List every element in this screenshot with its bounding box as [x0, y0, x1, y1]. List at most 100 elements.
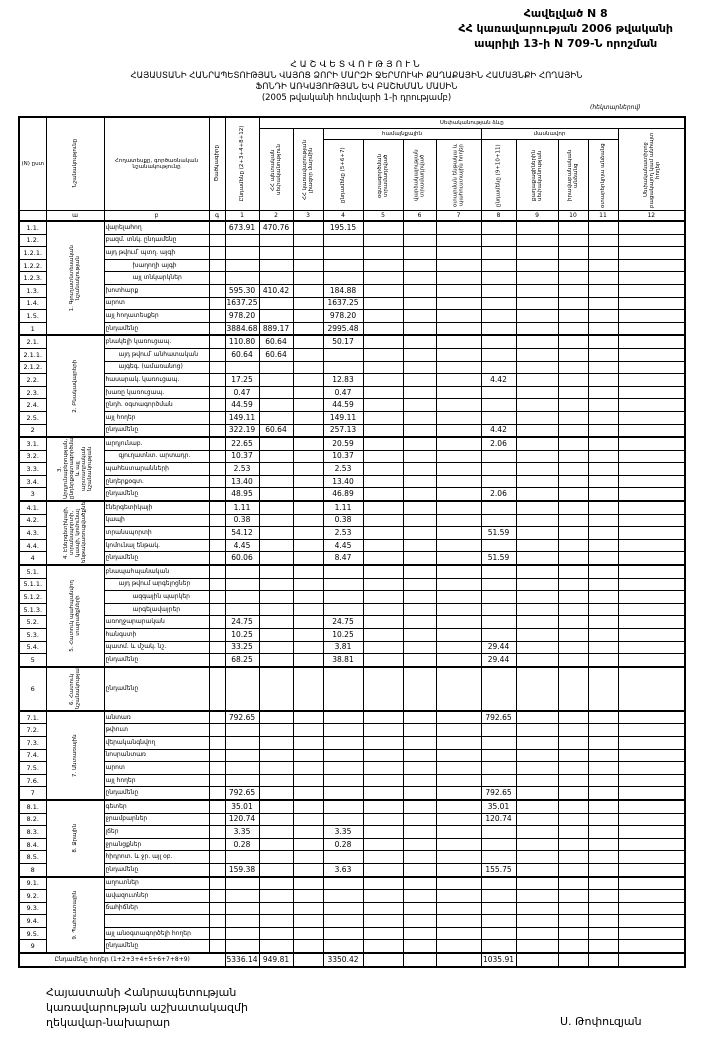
value-cell-7 [435, 436, 482, 451]
value-cell-1: 22.65 [224, 436, 260, 451]
value-cell-10 [557, 233, 589, 248]
value-cell-3 [292, 526, 324, 540]
code-cell [208, 773, 226, 788]
value-cell-2 [258, 748, 294, 763]
signer-name: Ս. Թոփուզյան [560, 1015, 642, 1028]
value-cell-3 [292, 410, 324, 425]
value-cell-1: 10.37 [224, 449, 260, 464]
value-cell-8 [480, 590, 517, 604]
value-cell-7 [435, 837, 482, 852]
land-type: այլ անօգտագործելի հողեր [103, 926, 210, 941]
value-cell-5 [362, 825, 404, 839]
value-cell-11 [587, 798, 619, 814]
title-main: ՀԱՇՎԵՏՎՈՒԹՅՈՒՆ [290, 60, 423, 70]
value-cell-12 [617, 233, 686, 248]
value-cell-7 [435, 423, 482, 438]
value-cell-4: 10.25 [322, 628, 364, 642]
value-cell-3 [292, 889, 324, 903]
value-cell-8 [480, 564, 517, 579]
land-type: անտառ [103, 709, 210, 725]
land-type: արոտ [103, 761, 210, 775]
value-cell-4 [322, 875, 364, 891]
value-cell-8 [480, 410, 517, 425]
value-cell-7 [435, 709, 482, 725]
land-type: բնակելի կառուցապ. [103, 334, 210, 349]
value-cell-1 [224, 735, 260, 750]
value-cell-4 [322, 258, 364, 273]
value-cell-6 [402, 889, 437, 903]
value-cell-10 [557, 850, 589, 864]
table-row: 7.1. 7. Անտառային անտառ 792.65 792.65 [18, 709, 686, 800]
row-number: 2.1.2. [18, 360, 47, 375]
value-cell-6 [402, 914, 437, 928]
value-cell-5 [362, 347, 404, 362]
value-cell-9 [515, 321, 559, 336]
value-cell-7 [435, 748, 482, 763]
value-cell-10 [557, 862, 589, 878]
code-cell [208, 926, 226, 941]
value-cell-11 [587, 538, 619, 553]
value-cell-1: 149.11 [224, 410, 260, 425]
value-cell-5 [362, 786, 404, 801]
column-index [18, 210, 47, 222]
value-cell-12 [617, 526, 686, 540]
value-cell-8 [480, 901, 517, 916]
row-number: 7 [18, 786, 47, 801]
value-cell-12 [617, 513, 686, 528]
value-cell-11 [587, 449, 619, 464]
value-cell-2: 60.64 [258, 347, 294, 362]
value-cell-9 [515, 786, 559, 801]
value-cell-2 [258, 850, 294, 864]
value-cell-10 [557, 653, 589, 668]
table-row: 1.1. 1. Գյուղատնտեսական նշանակության վարել… [18, 219, 686, 336]
value-cell-7 [435, 410, 482, 425]
value-cell-3 [292, 825, 324, 839]
value-cell-11 [587, 526, 619, 540]
table-row: 7.3. վերականգնվող [18, 735, 686, 750]
value-cell-2 [258, 825, 294, 839]
value-cell-1 [224, 233, 260, 248]
value-cell-6 [402, 653, 437, 668]
value-cell-5 [362, 615, 404, 629]
value-cell-12 [617, 709, 686, 725]
table-row: 1.2. բազմ. տնկ. ընդամենը [18, 233, 686, 248]
value-cell-2 [258, 487, 294, 502]
value-cell-1 [224, 258, 260, 273]
value-cell-3 [292, 564, 324, 579]
value-cell-3 [292, 373, 324, 387]
value-cell-2 [258, 862, 294, 878]
value-cell-5 [362, 926, 404, 941]
value-cell-9 [515, 748, 559, 763]
value-cell-11 [587, 373, 619, 387]
value-cell-6 [402, 373, 437, 387]
column-index-row: ա բ գ 1 2 3 4 5 6 7 8 9 10 11 12 [18, 210, 686, 222]
value-cell-9 [515, 850, 559, 864]
value-cell-11 [587, 385, 619, 400]
value-cell-1 [224, 875, 260, 891]
document-title: ՀԱՇՎԵՏՎՈՒԹՅՈՒՆ ՀԱՅԱՍՏԱՆԻ ՀԱՆՐԱՊԵՏՈՒԹՅԱՆ … [0, 60, 713, 104]
col-4: ընդամենը (5+6+7) [323, 139, 363, 211]
value-cell-5 [362, 875, 404, 891]
total-row: Ընդամենը հողեր (1+2+3+4+5+6+7+8+9) 5336.1… [18, 952, 686, 968]
table-row: 7.4. նոսրանտառ [18, 748, 686, 763]
value-cell-12 [617, 889, 686, 903]
table-row: 9.1. 9. Պահուստային աղուտներ [18, 875, 686, 954]
value-cell-8 [480, 735, 517, 750]
value-cell-1 [224, 914, 260, 928]
code-cell [208, 474, 226, 489]
value-cell-4: 46.89 [322, 487, 364, 502]
value-cell-12 [617, 615, 686, 629]
land-type: էներգետիկայի [103, 500, 210, 515]
table-row: 1.3. խոտհարք 595.30 410.42 184.88 [18, 283, 686, 298]
value-cell-7 [435, 812, 482, 827]
table-row: 9 ընդամենը [18, 939, 686, 954]
total-value-5 [362, 952, 404, 968]
value-cell-11 [587, 347, 619, 362]
value-cell-7 [435, 889, 482, 903]
value-cell-7 [435, 665, 482, 712]
value-cell-11 [587, 875, 619, 891]
code-cell [208, 296, 226, 311]
value-cell-9 [515, 862, 559, 878]
value-cell-1: 68.25 [224, 653, 260, 668]
value-cell-4: 2.53 [322, 526, 364, 540]
